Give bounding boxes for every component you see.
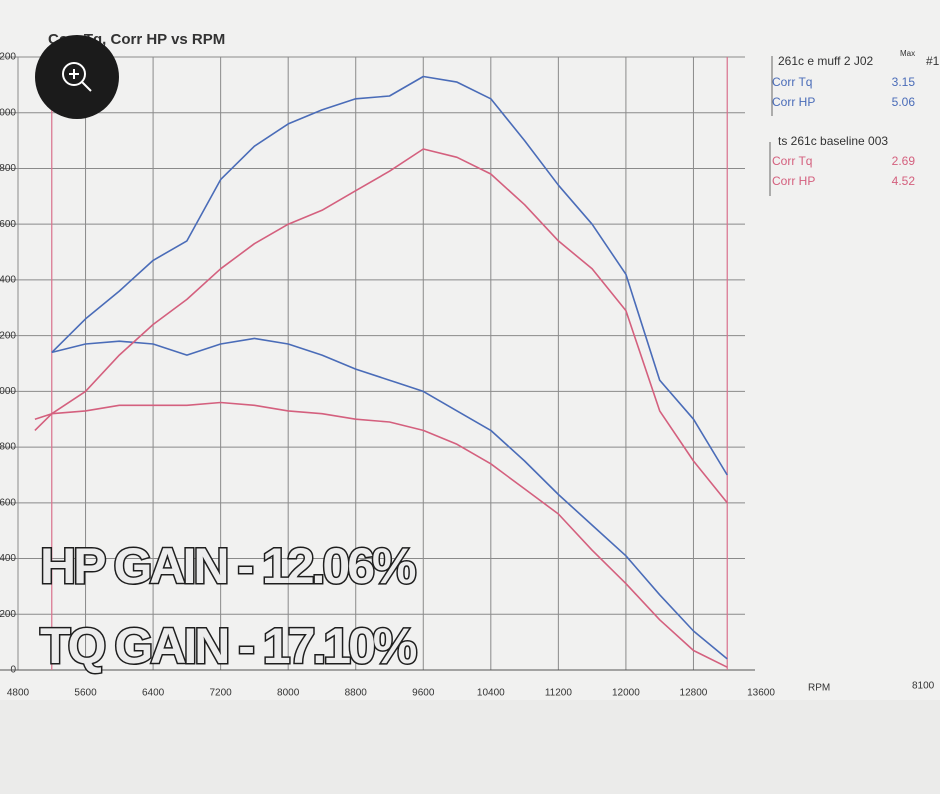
x-tick-label: 4800 — [7, 688, 30, 699]
series-line — [34, 148, 728, 504]
legend-bracket — [769, 56, 773, 196]
x-tick-label: 6400 — [142, 688, 165, 699]
legend-run: 261c e muff 2 J02 — [778, 54, 874, 68]
legend-run: ts 261c baseline 003 — [778, 134, 888, 148]
legend-suffix: #1 — [926, 54, 940, 68]
legend-entry: Corr Tq — [772, 154, 812, 168]
y-tick-label: 800 — [0, 442, 16, 453]
y-tick-label: 200 — [0, 609, 16, 620]
x-tick-label: 9600 — [412, 688, 435, 699]
x-tick-label: 5600 — [74, 688, 97, 699]
zoom-icon-lines — [69, 69, 92, 92]
y-tick-label: 600 — [0, 497, 16, 508]
x-extra-label: 8100 — [912, 681, 935, 692]
legend-header: Max — [900, 49, 915, 58]
legend-max: 3.15 — [892, 75, 916, 89]
y-tick-label: 2200 — [0, 52, 16, 63]
y-tick-label: 1600 — [0, 219, 16, 230]
x-tick-label: 11200 — [545, 688, 573, 699]
y-tick-label: 1400 — [0, 275, 16, 286]
legend-entry: Corr Tq — [772, 75, 812, 89]
series-line — [51, 337, 728, 660]
series-line — [34, 401, 728, 668]
y-tick-label: 400 — [0, 553, 16, 564]
legend-max: 5.06 — [892, 95, 916, 109]
x-tick-label: 13600 — [747, 688, 775, 699]
y-tick-label: 1800 — [0, 163, 16, 174]
gain-annotation: HP GAIN - 12.06% — [40, 538, 416, 594]
overlay: HP GAIN - 12.06% TQ GAIN - 17.10% — [39, 537, 422, 676]
x-axis-label: RPM — [808, 683, 830, 694]
x-tick-label: 12800 — [680, 688, 708, 699]
y-tick-label: 1200 — [0, 330, 16, 341]
x-tick-label: 8000 — [277, 688, 300, 699]
x-tick-label: 12000 — [612, 688, 640, 699]
zoom-icon — [62, 62, 86, 86]
zoom-button[interactable] — [35, 35, 119, 119]
x-tick-label: 7200 — [210, 688, 233, 699]
series-line — [51, 75, 728, 476]
paper-top — [0, 0, 940, 700]
legend-entry: Corr HP — [772, 95, 815, 109]
legend-max: 2.69 — [892, 154, 916, 168]
gain-annotation: TQ GAIN - 17.10% — [40, 618, 417, 674]
x-tick-label: 10400 — [477, 688, 505, 699]
legend: 261c e muff 2 J02 Max #1 ts 261c baselin… — [769, 49, 940, 196]
legend-max: 4.52 — [892, 174, 916, 188]
y-tick-label: 1000 — [0, 386, 16, 397]
plot: 0200400600800100012001400160018002000220… — [0, 52, 935, 699]
legend-entry: Corr HP — [772, 174, 815, 188]
y-tick-label: 2000 — [0, 107, 16, 118]
x-tick-label: 8800 — [345, 688, 368, 699]
zoom-button-bg[interactable] — [35, 35, 119, 119]
